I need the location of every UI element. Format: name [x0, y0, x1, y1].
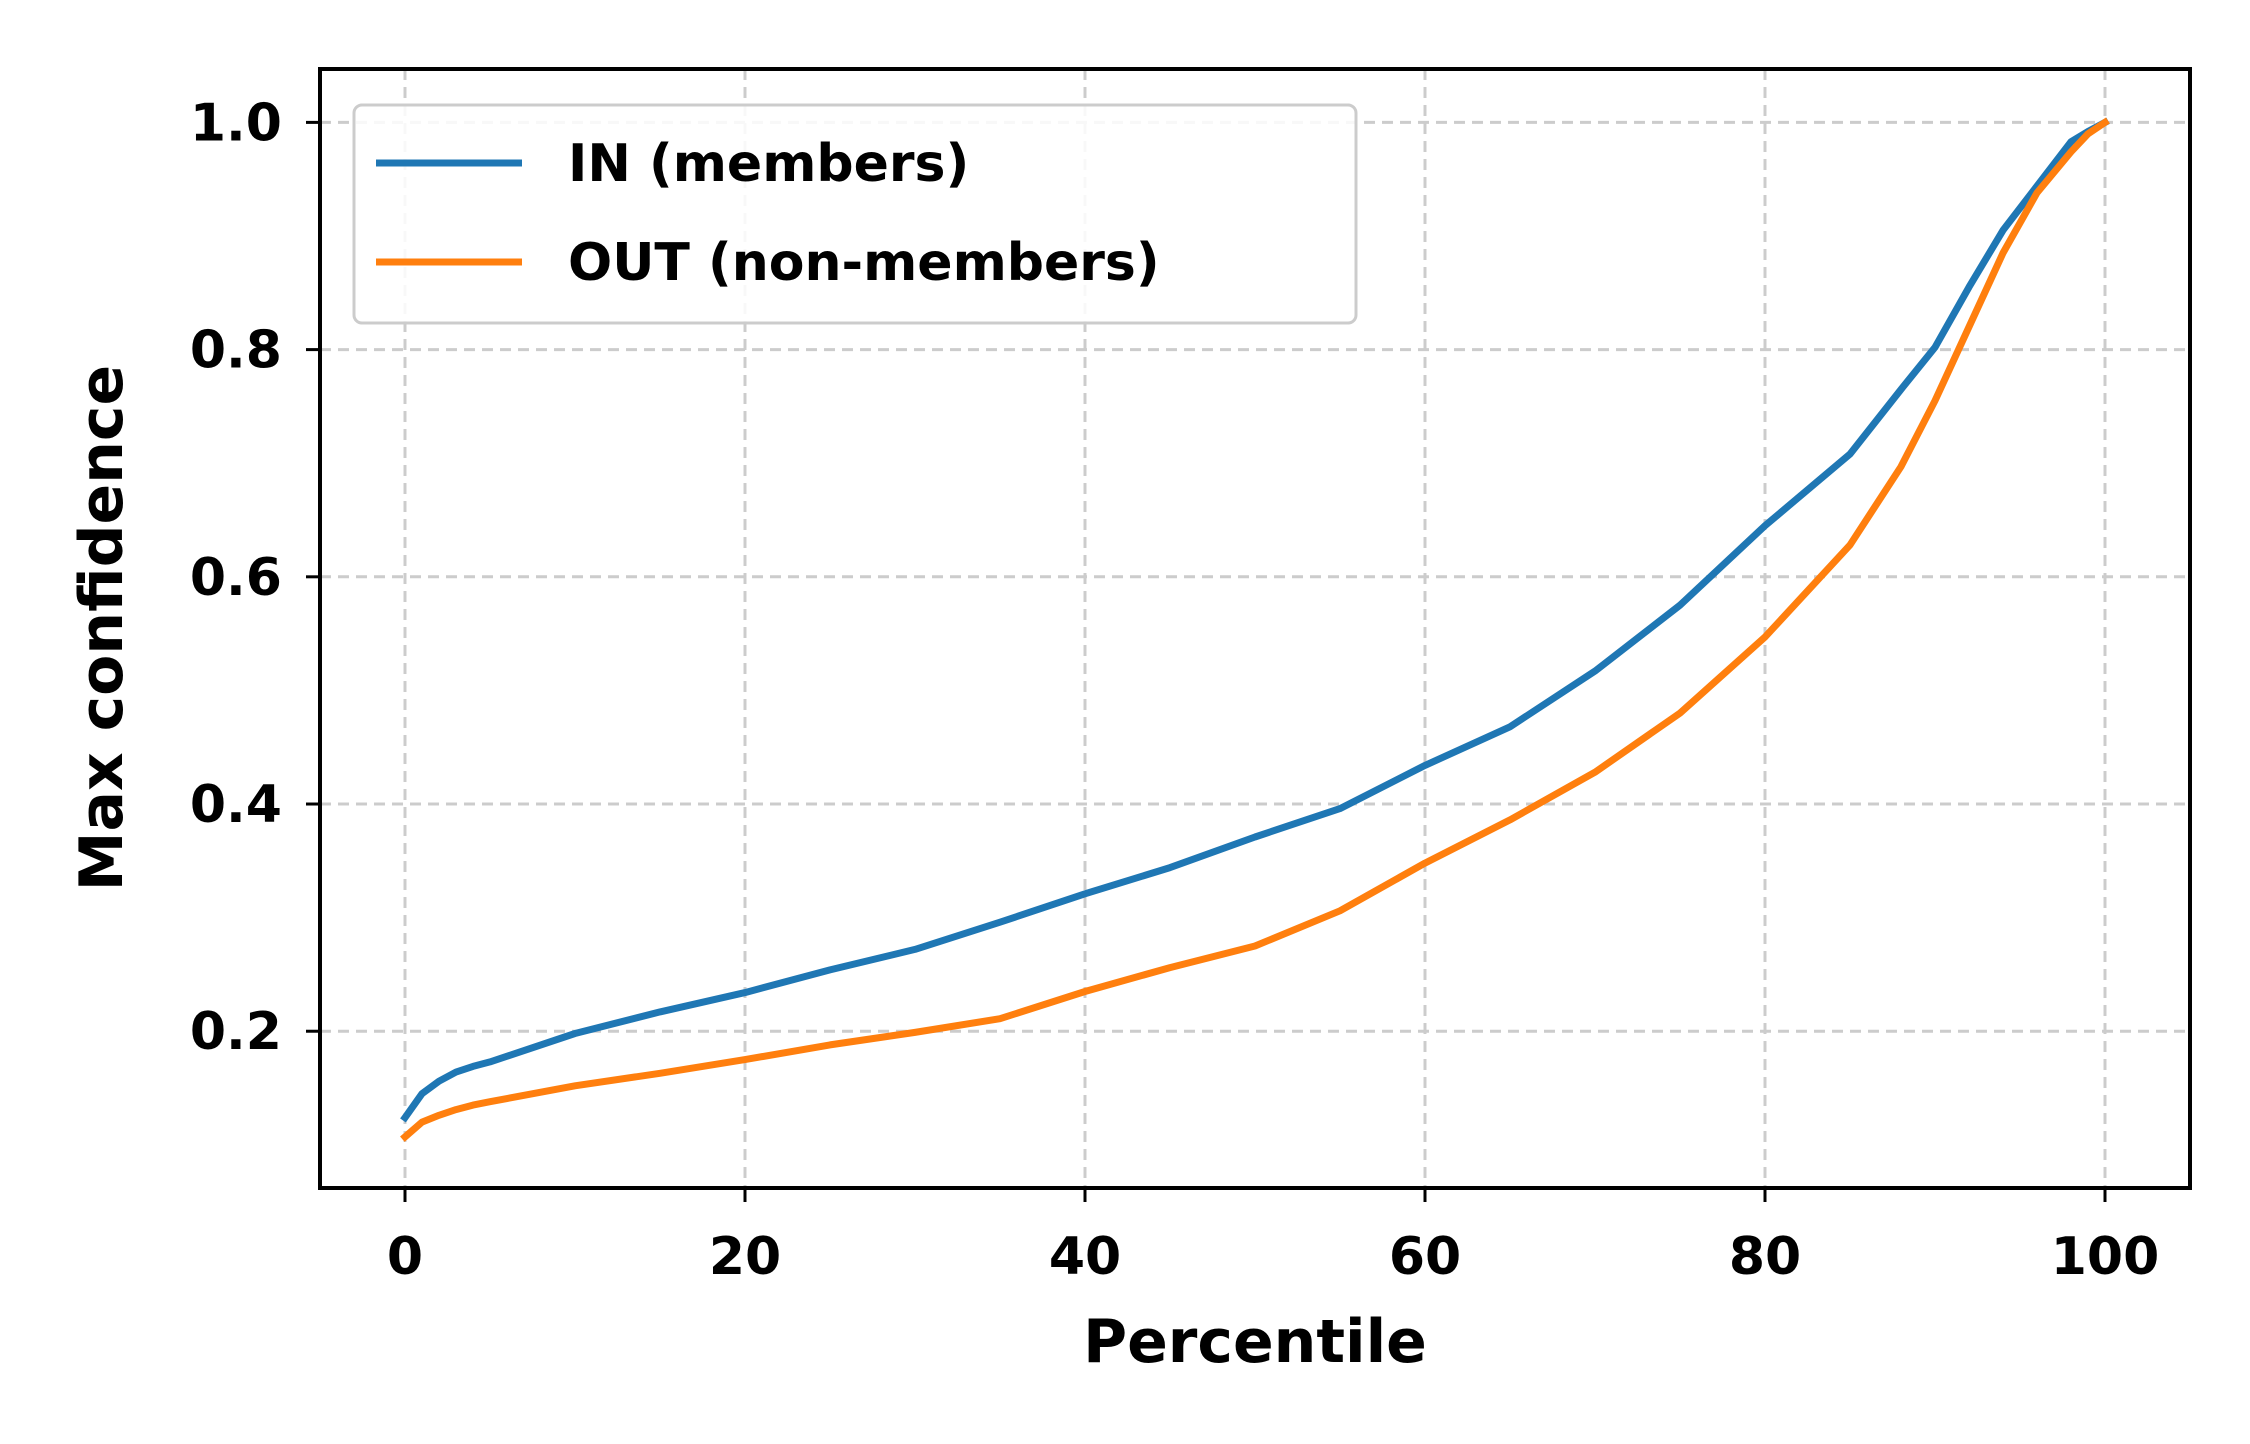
x-axis-label: Percentile	[1083, 1307, 1427, 1377]
x-tick-label: 80	[1729, 1227, 1801, 1287]
x-tick-label: 40	[1049, 1227, 1121, 1287]
legend-label-out: OUT (non-members)	[568, 233, 1160, 293]
legend-box	[352, 103, 1358, 325]
y-tick-label: 0.2	[190, 1002, 282, 1062]
legend: IN (members) OUT (non-members)	[352, 103, 1358, 325]
series-line-out-non-members	[400, 117, 2110, 1142]
legend-label-in: IN (members)	[568, 134, 969, 194]
y-axis-label: Max confidence	[67, 365, 137, 891]
y-tick-label: 0.4	[190, 775, 282, 835]
x-tick-label: 60	[1389, 1227, 1461, 1287]
y-tick-label: 0.8	[190, 321, 282, 381]
y-tick-label: 1.0	[190, 93, 282, 153]
x-tick-label: 100	[2051, 1227, 2160, 1287]
axis-ticks: 0 20 40 60 80 100 0.2 0.4 0.6 0.8 1.0	[190, 93, 2159, 1287]
series-line-in-members	[400, 117, 2110, 1123]
x-tick-label: 20	[709, 1227, 781, 1287]
x-tick-label: 0	[387, 1227, 423, 1287]
y-tick-label: 0.6	[190, 548, 282, 608]
plot-area-frame	[318, 67, 2192, 1190]
grid-lines	[320, 69, 2190, 1188]
series-lines	[400, 117, 2110, 1142]
